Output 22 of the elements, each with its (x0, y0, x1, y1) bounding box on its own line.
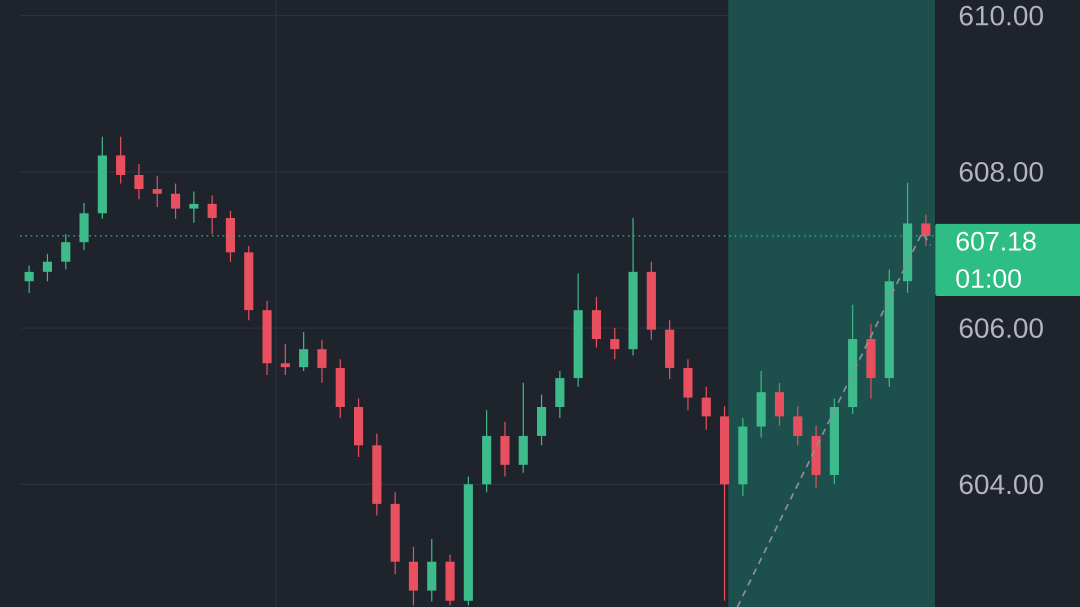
candlestick (793, 405, 803, 446)
candlestick (152, 175, 162, 208)
text: 01:00 (956, 269, 1021, 289)
y-tick-label: 610.00 (959, 5, 1043, 26)
candlestick (170, 182, 181, 220)
ref-line-label: 607.18 (956, 231, 1036, 251)
candlestick (280, 343, 290, 376)
y-tick-label: 604.00 (959, 474, 1043, 495)
candlestick (207, 194, 217, 235)
candlestick (61, 233, 71, 271)
candlestick (610, 327, 620, 360)
candlestick (42, 253, 53, 282)
candlestick (317, 339, 327, 384)
y-tick-label: 608.00 (959, 161, 1043, 182)
candlestick (116, 136, 126, 185)
candlestick (24, 265, 34, 294)
candlestick (134, 163, 144, 200)
candlestick (189, 190, 199, 224)
candlestick (921, 214, 931, 247)
candlestick (299, 331, 309, 372)
candlestick (701, 386, 711, 431)
y-tick-label: 606.00 (959, 318, 1043, 339)
